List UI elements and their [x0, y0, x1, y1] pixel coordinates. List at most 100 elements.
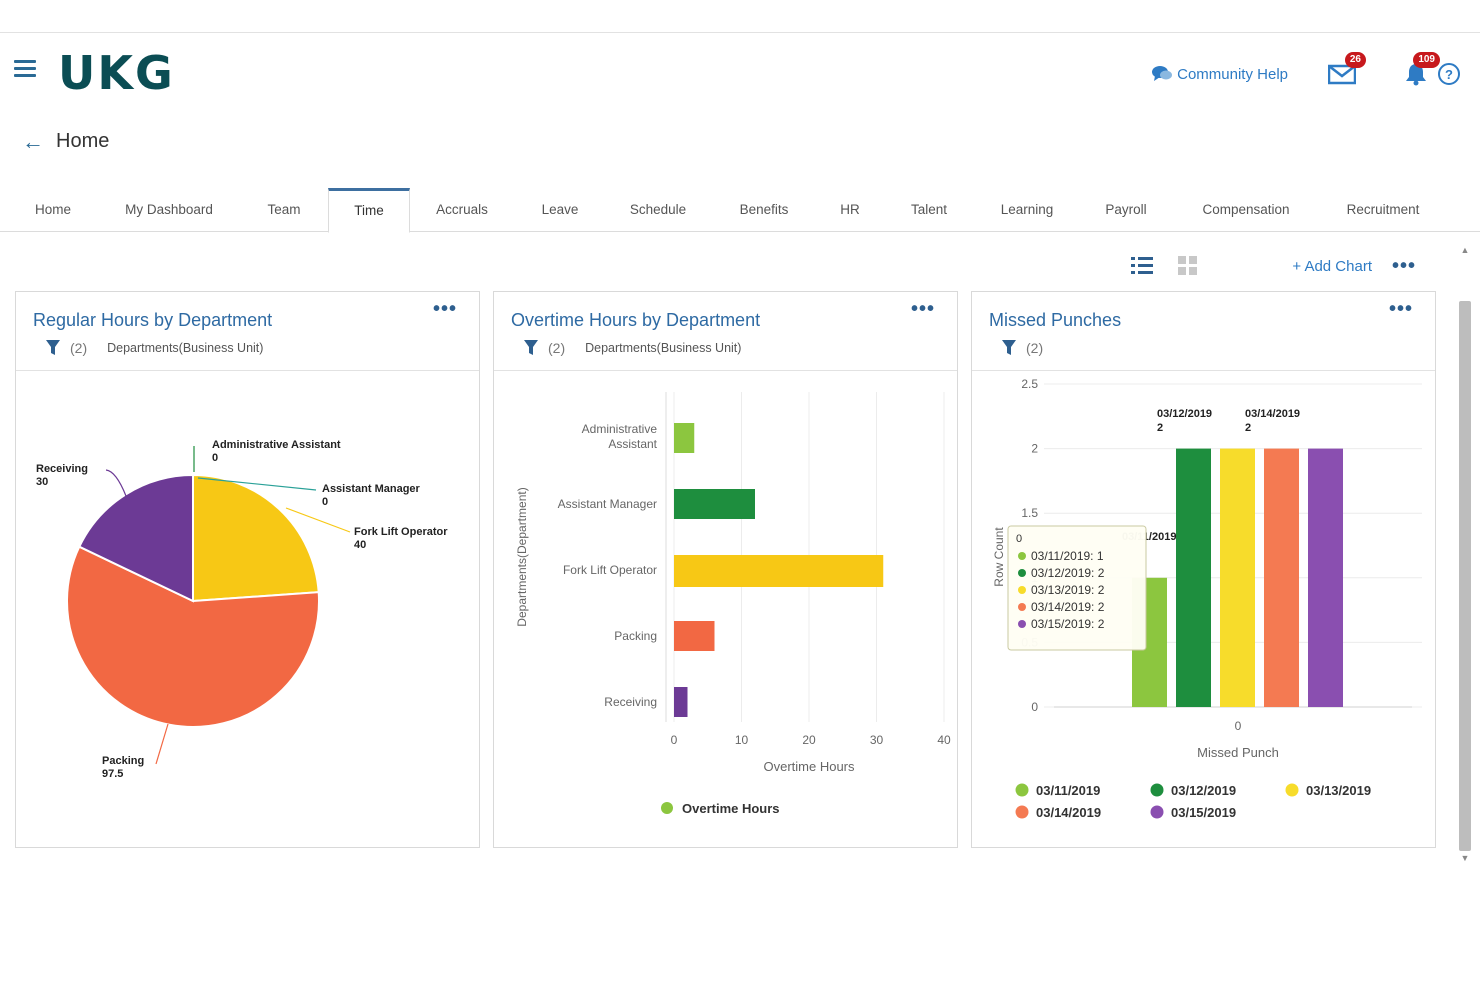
filter-count: (2): [548, 340, 566, 356]
tab-recruitment[interactable]: Recruitment: [1346, 202, 1420, 217]
tab-learning[interactable]: Learning: [1000, 202, 1054, 217]
tab-my-dashboard[interactable]: My Dashboard: [125, 202, 213, 217]
tab-benefits[interactable]: Benefits: [739, 202, 789, 217]
filter-count: (2): [1026, 340, 1044, 356]
data-label: 03/14/2019: [1245, 408, 1300, 420]
page-title: Home: [56, 130, 110, 152]
tab-home[interactable]: Home: [34, 202, 71, 217]
pie-label-name: Administrative Assistant: [212, 439, 341, 451]
grid-view-icon[interactable]: [1176, 254, 1200, 278]
card-filter[interactable]: (2): [1002, 340, 1063, 356]
tab-hr[interactable]: HR: [840, 202, 860, 217]
y-axis-title: Row Count: [992, 527, 1006, 587]
legend-marker: [1015, 783, 1029, 797]
tab-compensation[interactable]: Compensation: [1202, 202, 1290, 217]
card-more-icon[interactable]: •••: [1388, 298, 1413, 320]
pie-slice: [66, 545, 320, 728]
tooltip-line: 03/15/2019: 2: [1031, 617, 1105, 631]
tab-time[interactable]: Time: [328, 188, 410, 233]
community-help-link[interactable]: Community Help: [1151, 65, 1288, 83]
tab-leave[interactable]: Leave: [541, 202, 579, 217]
tab-team[interactable]: Team: [267, 202, 301, 217]
tooltip-line: 03/13/2019: 2: [1031, 583, 1105, 597]
y-category-label: Fork Lift Operator: [563, 563, 657, 577]
x-axis-title: Overtime Hours: [763, 759, 855, 774]
pie-label-value: 97.5: [102, 768, 123, 780]
notifications-badge: 109: [1413, 52, 1440, 68]
scroll-thumb[interactable]: [1459, 301, 1471, 851]
help-icon[interactable]: ?: [1438, 63, 1460, 85]
overtime-bar: [674, 489, 755, 519]
bell-icon: [1406, 64, 1426, 86]
y-category-label: Receiving: [604, 695, 657, 709]
pie-label-value: 0: [212, 452, 218, 464]
y-category-label: Packing: [614, 629, 657, 643]
filter-count: (2): [70, 340, 88, 356]
filter-label: Departments(Business Unit): [107, 341, 264, 355]
x-tick-label: 0: [671, 733, 678, 747]
overtime-bar: [674, 621, 715, 651]
missed-punch-bar: [1220, 448, 1255, 707]
envelope-icon: [1328, 64, 1356, 85]
legend-label: 03/12/2019: [1171, 783, 1236, 798]
pie-leader-line: [155, 723, 169, 765]
tab-accruals[interactable]: Accruals: [436, 202, 488, 217]
pie-leader-line: [285, 507, 351, 533]
card-more-icon[interactable]: •••: [432, 298, 457, 320]
dashboard-more-icon[interactable]: •••: [1391, 255, 1416, 277]
tab-talent[interactable]: Talent: [910, 202, 948, 217]
x-tick-label: 20: [802, 733, 816, 747]
pie-label-name: Fork Lift Operator: [354, 526, 448, 538]
vertical-scrollbar[interactable]: ▲ ▼: [1458, 245, 1472, 865]
legend-label: 03/14/2019: [1036, 805, 1101, 820]
messages-button[interactable]: 26: [1324, 52, 1366, 90]
pie-label-value: 30: [36, 476, 48, 488]
pie-leader-line: [197, 477, 317, 491]
card-filter[interactable]: (2) Departments(Business Unit): [46, 340, 263, 356]
overtime-bar: [674, 555, 884, 587]
breadcrumb: ← Home: [22, 130, 109, 153]
overtime-bar: [674, 687, 688, 717]
legend-marker: [1150, 783, 1164, 797]
tooltip-line: 03/11/2019: 1: [1031, 549, 1104, 563]
back-arrow-icon[interactable]: ←: [22, 128, 44, 154]
y-tick-label: 2.5: [1021, 377, 1038, 391]
legend-label: Overtime Hours: [682, 801, 780, 816]
data-label: 03/12/2019: [1157, 408, 1212, 420]
card-title: Overtime Hours by Department: [511, 310, 761, 330]
card-filter[interactable]: (2) Departments(Business Unit): [524, 340, 741, 356]
legend-marker: [661, 802, 673, 814]
card-more-icon[interactable]: •••: [910, 298, 935, 320]
hamburger-menu-icon[interactable]: [14, 60, 36, 78]
tab-schedule[interactable]: Schedule: [629, 202, 687, 217]
app-window: UKG Community Help 26 109 ?: [0, 34, 1480, 954]
x-axis-title: Missed Punch: [1197, 745, 1279, 760]
pie-label-value: 40: [354, 539, 366, 551]
x-tick-label: 40: [937, 733, 951, 747]
list-view-icon[interactable]: [1130, 254, 1154, 278]
scroll-down-icon[interactable]: ▼: [1460, 853, 1470, 863]
missed-punch-bar: [1264, 448, 1299, 707]
y-category-label: Assistant Manager: [558, 497, 657, 511]
add-chart-button[interactable]: + Add Chart: [1292, 257, 1372, 275]
notifications-button[interactable]: 109: [1398, 52, 1440, 90]
ukg-logo: UKG: [58, 46, 175, 100]
tooltip-marker: [1018, 569, 1026, 577]
filter-funnel-icon: [46, 340, 60, 355]
card-header: Overtime Hours by Department ••• (2) Dep…: [494, 292, 957, 371]
dashboard-toolbar: + Add Chart •••: [1130, 253, 1416, 279]
missed-punch-bar: [1308, 448, 1343, 707]
scroll-up-icon[interactable]: ▲: [1460, 245, 1470, 255]
header-actions: Community Help 26 109 ?: [1151, 52, 1460, 92]
regular-hours-card: Regular Hours by Department ••• (2) Depa…: [15, 291, 480, 848]
x-tick-label: 0: [1235, 719, 1242, 733]
tab-payroll[interactable]: Payroll: [1105, 202, 1147, 217]
overtime-hours-card: Overtime Hours by Department ••• (2) Dep…: [493, 291, 958, 848]
missed-punch-bar: [1176, 448, 1211, 707]
missed-punches-card: Missed Punches ••• (2) 00.511.522.50Miss…: [971, 291, 1436, 848]
legend-label: 03/11/2019: [1036, 783, 1100, 798]
data-label: 2: [1245, 422, 1251, 434]
legend-marker: [1285, 783, 1299, 797]
